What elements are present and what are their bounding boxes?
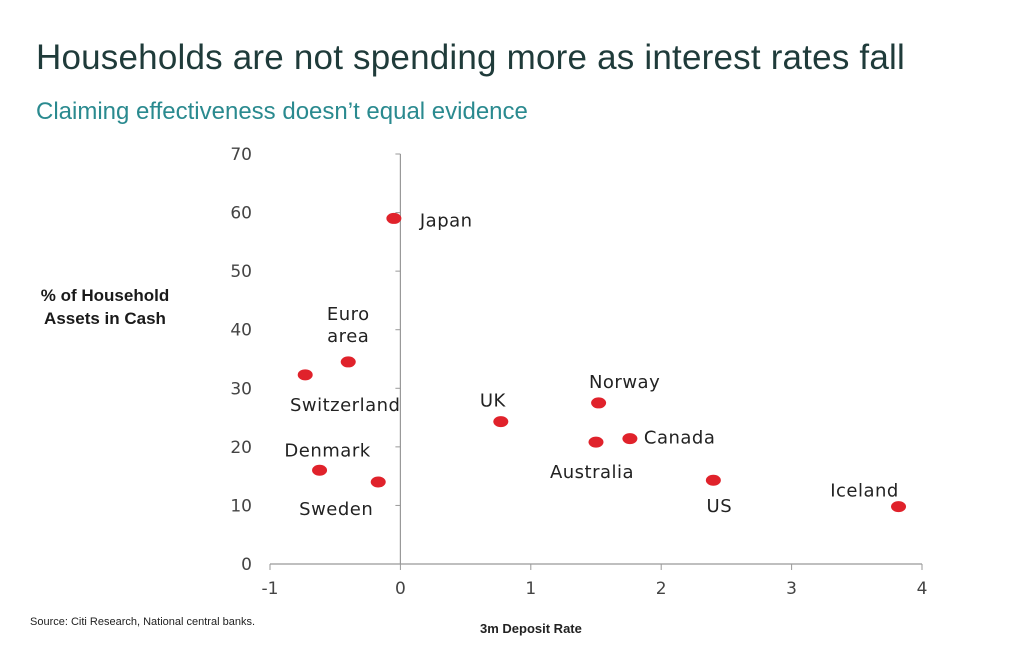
data-point [386, 212, 402, 224]
y-tick-label: 30 [230, 379, 252, 399]
point-label-line: area [327, 326, 369, 347]
y-tick-label: 40 [230, 321, 252, 341]
point-label: Iceland [830, 481, 899, 502]
data-point [297, 369, 313, 381]
y-tick-label: 20 [230, 438, 252, 458]
point-label: Australia [550, 462, 634, 483]
data-point [340, 356, 356, 368]
data-point [891, 501, 907, 513]
point-label: Euro area [327, 304, 370, 347]
data-point [591, 397, 607, 409]
x-tick-label: 2 [656, 579, 667, 599]
x-axis-label: 3m Deposit Rate [480, 621, 582, 636]
data-points [297, 212, 907, 513]
x-tick-label: 3 [786, 579, 797, 599]
x-tick-label: 0 [395, 579, 406, 599]
chart-subtitle: Claiming effectiveness doesn’t equal evi… [36, 98, 528, 125]
point-labels: Japan Euro area Switzerland Denmark Sweden UK N… [284, 210, 898, 520]
x-tick-label: 4 [917, 579, 928, 599]
point-label-line: Euro [327, 304, 370, 325]
x-tick-label: -1 [262, 579, 279, 599]
data-point [370, 476, 386, 488]
tick-labels: 0 10 20 30 40 50 60 70 -1 0 1 2 3 4 [230, 145, 927, 599]
data-point [622, 433, 638, 445]
data-point [312, 464, 328, 476]
y-axis-label: % of Household Assets in Cash [40, 286, 170, 328]
y-tick-label: 60 [230, 204, 252, 224]
point-label: Japan [419, 210, 473, 231]
y-tick-label: 0 [241, 555, 252, 575]
axes [270, 154, 922, 565]
y-tick-label: 70 [230, 145, 252, 165]
data-point [705, 474, 721, 486]
point-label: Norway [589, 372, 660, 393]
point-label: US [707, 496, 733, 517]
point-label: UK [480, 391, 507, 412]
data-point [493, 416, 509, 428]
data-point [588, 436, 604, 448]
x-tick-label: 1 [525, 579, 536, 599]
y-tick-label: 50 [230, 262, 252, 282]
point-label: Denmark [284, 440, 370, 461]
point-label: Canada [644, 428, 716, 449]
y-tick-label: 10 [230, 496, 252, 516]
point-label: Sweden [299, 499, 373, 520]
source-note: Source: Citi Research, National central … [30, 616, 255, 628]
chart-title: Households are not spending more as inte… [36, 38, 905, 77]
point-label: Switzerland [290, 395, 401, 416]
